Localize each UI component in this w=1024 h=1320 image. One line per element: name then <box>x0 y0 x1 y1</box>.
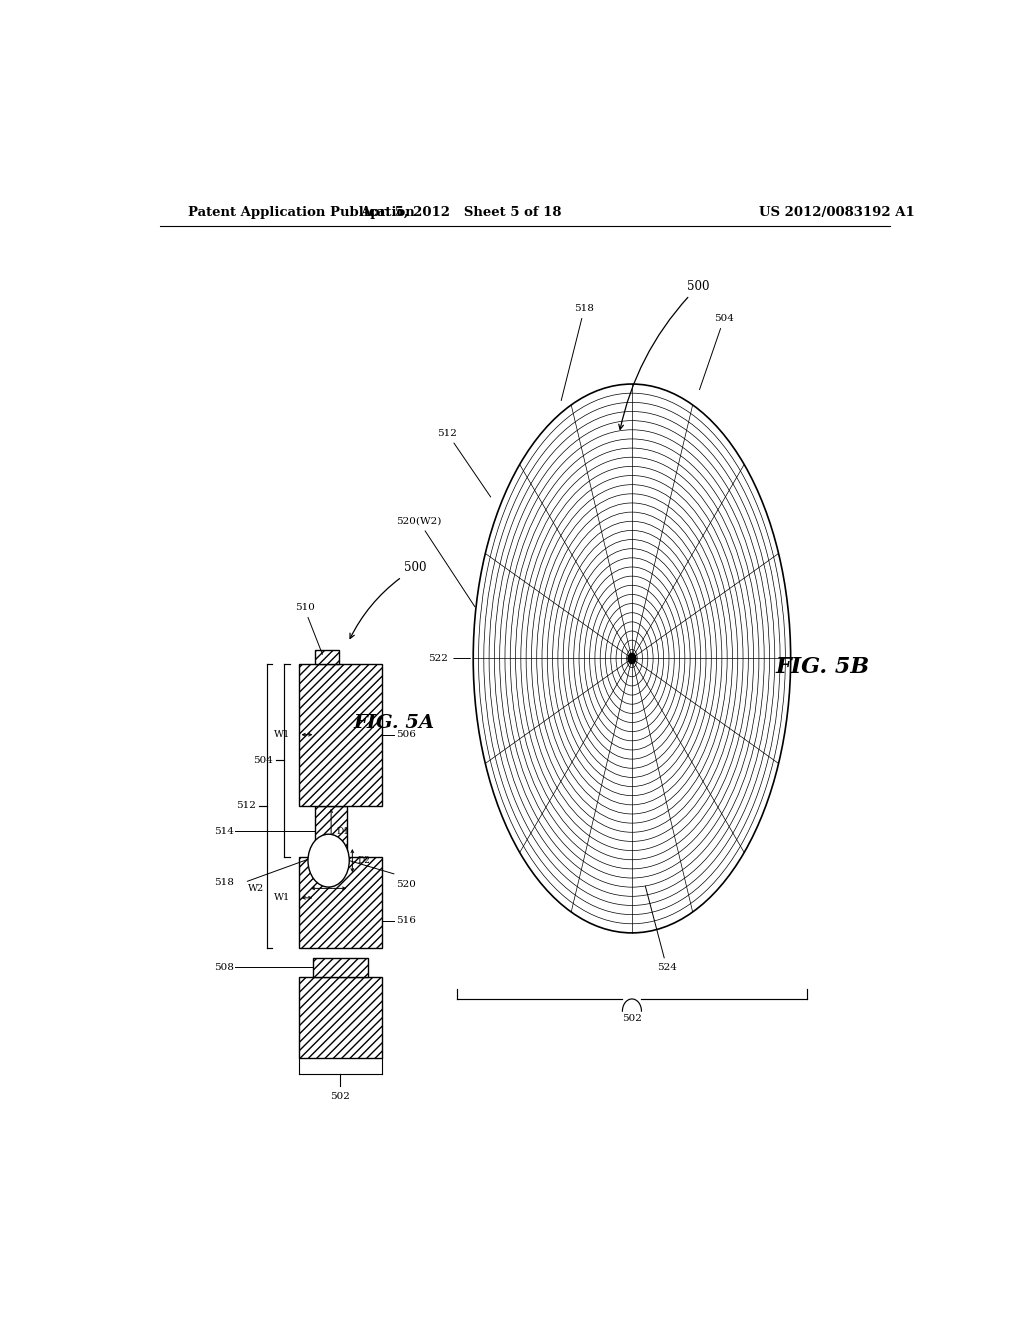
Text: 504: 504 <box>253 755 273 764</box>
Text: 520: 520 <box>396 880 416 888</box>
Circle shape <box>308 834 349 887</box>
Bar <box>299 857 382 948</box>
Bar <box>315 651 339 664</box>
Text: 512: 512 <box>437 429 490 498</box>
Text: 512: 512 <box>236 801 256 810</box>
Text: Apr. 5, 2012   Sheet 5 of 18: Apr. 5, 2012 Sheet 5 of 18 <box>360 206 562 219</box>
Text: 522: 522 <box>428 653 447 663</box>
Text: 516: 516 <box>396 916 416 925</box>
Text: 514: 514 <box>214 826 233 836</box>
Text: D2: D2 <box>357 857 370 865</box>
Text: Patent Application Publication: Patent Application Publication <box>187 206 415 219</box>
Text: US 2012/0083192 A1: US 2012/0083192 A1 <box>759 206 914 219</box>
Text: 518: 518 <box>561 304 594 400</box>
Text: W1: W1 <box>274 894 291 903</box>
Text: 504: 504 <box>699 314 734 389</box>
Text: FIG. 5A: FIG. 5A <box>353 714 434 731</box>
Text: 510: 510 <box>295 603 315 611</box>
Text: 500: 500 <box>350 561 427 639</box>
Bar <box>299 664 382 805</box>
Bar <box>299 977 382 1057</box>
Text: 502: 502 <box>331 1093 350 1101</box>
Text: D1: D1 <box>337 826 349 836</box>
Bar <box>315 805 347 857</box>
Text: 518: 518 <box>214 878 233 887</box>
Text: W2: W2 <box>248 884 264 892</box>
Text: 520(W2): 520(W2) <box>396 516 475 607</box>
Text: 506: 506 <box>396 730 416 739</box>
Text: 524: 524 <box>645 886 677 973</box>
Text: FIG. 5B: FIG. 5B <box>775 656 869 677</box>
Text: 502: 502 <box>622 1014 642 1023</box>
Ellipse shape <box>473 384 791 933</box>
Text: 508: 508 <box>214 964 233 972</box>
Text: W1: W1 <box>274 730 291 739</box>
Circle shape <box>628 653 636 664</box>
Bar <box>313 958 368 977</box>
Text: 500: 500 <box>618 280 710 429</box>
